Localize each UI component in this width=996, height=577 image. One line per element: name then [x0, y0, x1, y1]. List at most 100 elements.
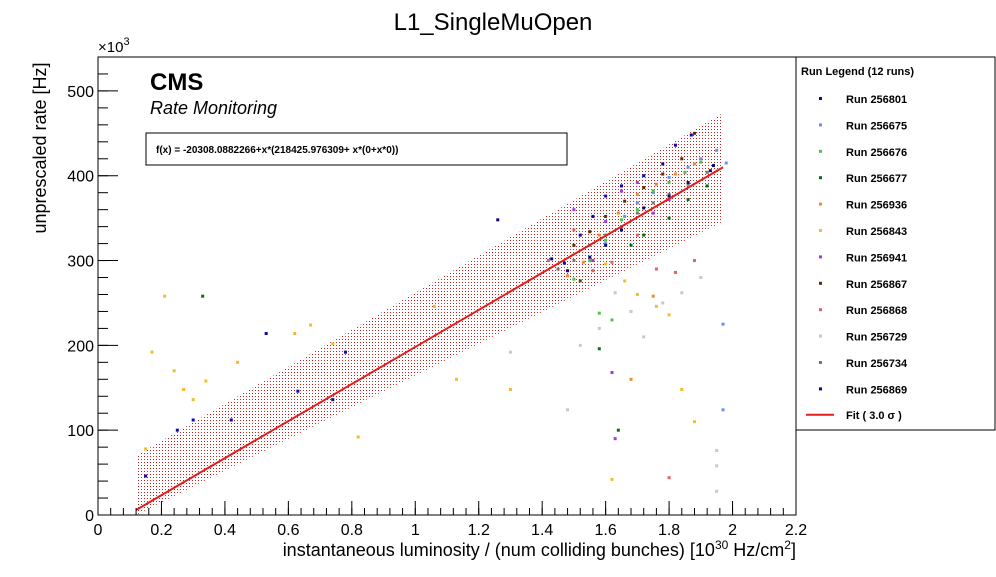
data-point — [591, 259, 595, 263]
x-tick-label: 1 — [411, 522, 420, 539]
data-point — [715, 148, 719, 152]
data-point — [591, 214, 595, 218]
data-point — [686, 182, 690, 186]
legend-label: Run 256869 — [846, 384, 907, 396]
data-point — [578, 279, 582, 283]
legend-marker — [819, 97, 822, 100]
data-point — [591, 269, 595, 273]
legend-label: Run 256677 — [846, 173, 907, 185]
x-tick-label: 0.2 — [150, 522, 172, 539]
data-point — [496, 218, 500, 222]
cms-label: CMS — [150, 69, 203, 96]
legend-label: Run 256941 — [846, 252, 907, 264]
fit-line — [135, 166, 724, 511]
data-point — [172, 369, 176, 373]
data-point — [712, 164, 716, 168]
data-point — [620, 189, 623, 193]
data-point — [661, 172, 665, 176]
data-point — [667, 181, 671, 185]
data-point — [163, 294, 167, 298]
data-point — [667, 313, 671, 317]
data-point — [572, 277, 576, 281]
data-point — [699, 157, 703, 161]
data-point — [578, 343, 582, 347]
data-point — [588, 230, 592, 234]
data-point — [721, 322, 725, 326]
data-point — [604, 220, 608, 224]
data-point — [661, 301, 665, 305]
x-tick-label: 0 — [94, 522, 103, 539]
data-point — [144, 474, 148, 478]
data-point — [642, 233, 646, 237]
data-point — [578, 233, 582, 237]
data-point — [692, 420, 696, 424]
data-point — [610, 318, 614, 322]
data-point — [635, 211, 639, 215]
data-point — [547, 259, 551, 263]
data-point — [616, 211, 620, 215]
data-point — [309, 323, 313, 327]
data-point — [175, 428, 179, 432]
data-point — [604, 243, 608, 247]
data-point — [689, 133, 693, 137]
data-point — [610, 477, 614, 481]
data-point — [635, 192, 639, 196]
data-point — [635, 233, 639, 237]
data-point — [550, 257, 554, 261]
legend-marker — [819, 229, 822, 232]
data-point — [651, 189, 655, 193]
data-point — [229, 418, 233, 422]
data-point — [597, 311, 601, 315]
data-point — [705, 170, 709, 174]
legend-label: Run 256729 — [846, 332, 907, 344]
data-point — [604, 238, 608, 242]
data-point — [331, 342, 335, 346]
x-tick-label: 1.2 — [468, 522, 490, 539]
data-point — [432, 304, 436, 308]
data-point — [686, 181, 690, 185]
data-point — [566, 408, 570, 412]
data-point — [191, 398, 195, 402]
legend-label: Run 256843 — [846, 226, 907, 238]
data-point — [150, 350, 154, 354]
data-point — [604, 214, 608, 218]
x-tick-label: 0.4 — [214, 522, 236, 539]
y-tick-label: 500 — [67, 84, 94, 101]
data-point — [651, 211, 655, 215]
data-point — [667, 476, 671, 480]
data-point — [572, 243, 576, 247]
legend-marker — [819, 176, 822, 180]
data-point — [661, 162, 665, 166]
legend-marker — [819, 202, 822, 206]
data-point — [620, 228, 623, 232]
data-point — [629, 377, 633, 381]
data-point — [616, 428, 620, 432]
data-point — [144, 447, 148, 451]
data-point — [667, 175, 671, 179]
data-point — [588, 259, 592, 263]
y-tick-label: 300 — [67, 254, 94, 271]
x-tick-label: 0.8 — [341, 522, 363, 539]
legend-label: Run 256868 — [846, 305, 907, 317]
data-point — [699, 160, 703, 164]
data-point — [635, 292, 639, 296]
data-point — [642, 186, 646, 190]
data-point — [566, 269, 570, 273]
data-point — [597, 233, 601, 237]
fit-confidence-band — [136, 112, 724, 515]
data-point — [642, 335, 646, 339]
data-point — [680, 291, 684, 295]
data-point — [581, 260, 585, 264]
data-point — [715, 449, 719, 453]
legend-marker — [819, 387, 822, 391]
data-point — [715, 489, 719, 493]
data-point — [610, 371, 614, 375]
plot-layer — [135, 112, 728, 515]
fit-formula: f(x) = -20308.0882266+x*(218425.976309+ … — [156, 145, 398, 156]
chart-title: L1_SingleMuOpen — [394, 9, 593, 36]
data-point — [356, 435, 360, 439]
legend-marker — [819, 255, 822, 259]
data-point — [642, 206, 646, 210]
data-point — [623, 214, 627, 218]
data-point — [715, 464, 719, 468]
